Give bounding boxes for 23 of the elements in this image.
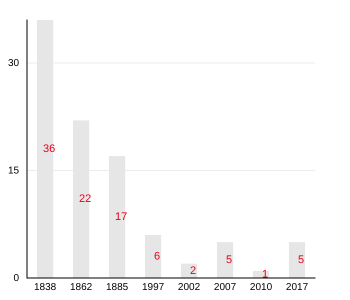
bar bbox=[180, 264, 198, 278]
data-label: 5 bbox=[226, 254, 232, 266]
data-label: 22 bbox=[78, 193, 92, 206]
x-tick-label: 1997 bbox=[142, 282, 165, 293]
x-tick-label: 2017 bbox=[286, 282, 309, 293]
bar bbox=[216, 242, 234, 278]
x-tick-label: 2010 bbox=[250, 282, 273, 293]
data-label: 6 bbox=[154, 250, 160, 263]
data-label: 2 bbox=[190, 264, 196, 277]
bar bbox=[144, 235, 162, 278]
y-tick-label: 0 bbox=[14, 272, 20, 284]
data-label: 17 bbox=[114, 211, 128, 224]
x-tick-label: 2002 bbox=[178, 282, 201, 293]
x-tick-label: 1862 bbox=[70, 282, 93, 293]
bar bbox=[288, 242, 306, 278]
data-label: 5 bbox=[298, 254, 304, 266]
data-label: 36 bbox=[42, 143, 56, 156]
x-tick-label: 1885 bbox=[106, 282, 129, 293]
y-tick-label: 30 bbox=[8, 58, 20, 69]
x-tick-label: 1838 bbox=[34, 282, 57, 293]
data-label: 1 bbox=[262, 268, 268, 280]
y-tick-label: 15 bbox=[8, 165, 20, 176]
x-tick-label: 2007 bbox=[214, 282, 237, 293]
